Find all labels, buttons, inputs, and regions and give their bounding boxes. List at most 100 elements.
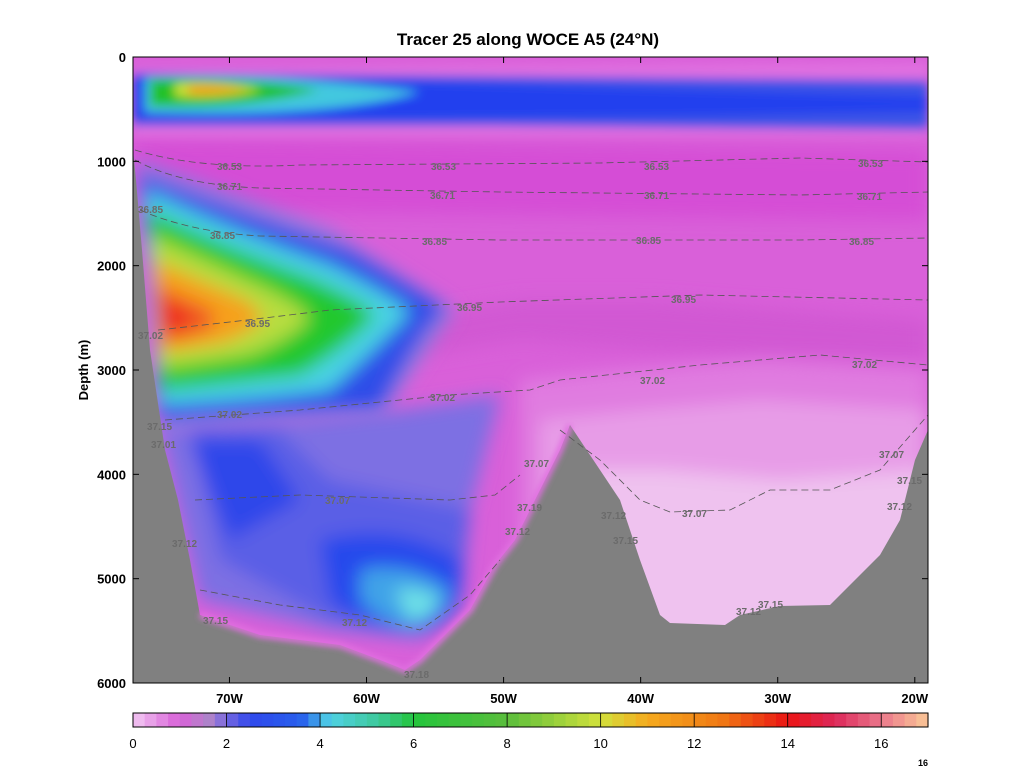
- colorbar-cell: [320, 713, 333, 727]
- contour-label: 37.15: [147, 422, 172, 433]
- colorbar-cell: [659, 713, 672, 727]
- colorbar-cell: [635, 713, 649, 727]
- x-tick-label: 40W: [627, 691, 654, 706]
- colorbar-cell: [413, 713, 426, 727]
- colorbar-cell: [904, 713, 917, 727]
- colorbar-cell: [156, 713, 169, 727]
- colorbar-cell: [694, 713, 707, 727]
- colorbar-cell: [776, 713, 789, 727]
- colorbar-cell: [799, 713, 812, 727]
- colorbar-cell: [401, 713, 415, 727]
- colorbar-cell: [460, 713, 473, 727]
- colorbar-cell: [846, 713, 859, 727]
- colorbar-cell: [168, 713, 181, 727]
- colorbar-tick-label: 10: [593, 736, 607, 751]
- contour-label: 36.71: [857, 192, 882, 203]
- contour-37.12: [199, 559, 501, 631]
- abyssal-tracer-patch: [160, 395, 500, 640]
- y-axis-label: Depth (m): [76, 340, 91, 401]
- y-tick-label: 4000: [97, 467, 126, 482]
- colorbar-cell: [787, 713, 800, 727]
- colorbar-cell: [869, 713, 882, 727]
- contour-label: 37.02: [852, 360, 877, 371]
- colorbar-cell: [881, 713, 894, 727]
- contour-37.02: [164, 354, 928, 421]
- contour-label: 36.95: [245, 319, 270, 330]
- x-tick-label: 70W: [216, 691, 243, 706]
- colorbar-cell: [542, 713, 555, 727]
- contour-label: 37.02: [640, 376, 665, 387]
- colorbar-cell: [308, 713, 321, 727]
- colorbar-cell: [331, 713, 345, 727]
- contour-36.85: [139, 209, 928, 241]
- contour-label: 36.85: [636, 236, 661, 247]
- x-tick-label: 50W: [490, 691, 517, 706]
- contour-label: 36.71: [644, 191, 669, 202]
- colorbar-cell: [518, 713, 532, 727]
- y-tick-label: 5000: [97, 572, 126, 587]
- contour-36.95: [157, 294, 928, 331]
- colorbar-tick-label: 6: [410, 736, 417, 751]
- x-tick-label: 30W: [764, 691, 791, 706]
- colorbar-cell: [740, 713, 754, 727]
- contour-label: 36.53: [431, 162, 456, 173]
- contour-label: 37.07: [682, 509, 707, 520]
- contour-label: 36.95: [671, 295, 696, 306]
- y-tick-label: 6000: [97, 676, 126, 691]
- colorbar-cell: [273, 713, 286, 727]
- colorbar-cell: [261, 713, 274, 727]
- y-tick-label: 1000: [97, 154, 126, 169]
- contour-label: 37.19: [517, 503, 542, 514]
- colorbar-tick-label: 2: [223, 736, 230, 751]
- colorbar-cell: [483, 713, 497, 727]
- colorbar-cell: [892, 713, 906, 727]
- contour-label: 37.02: [217, 410, 242, 421]
- colorbar-cell: [717, 713, 730, 727]
- colorbar-cell: [729, 713, 742, 727]
- colorbar-tick-label: 14: [780, 736, 794, 751]
- colorbar: 0 2 4 6 8 10 12 14 16 16: [129, 712, 929, 768]
- contour-36.53: [134, 149, 928, 167]
- colorbar-cell: [203, 713, 216, 727]
- colorbar-cell: [343, 713, 356, 727]
- contour-label: 37.07: [524, 459, 549, 470]
- colorbar-cell: [553, 713, 567, 727]
- colorbar-cell: [577, 713, 590, 727]
- y-axis: 0 1000 2000 3000 4000 5000 6000: [97, 50, 928, 691]
- colorbar-cell: [811, 713, 824, 727]
- contour-label: 36.85: [422, 237, 447, 248]
- contour-label: 37.01: [151, 440, 176, 451]
- colorbar-cell: [588, 713, 602, 727]
- x-tick-label: 60W: [353, 691, 380, 706]
- colorbar-cell: [425, 713, 438, 727]
- contour-label: 37.15: [613, 536, 638, 547]
- contour-label: 36.95: [457, 303, 482, 314]
- contour-label: 37.18: [404, 670, 429, 681]
- colorbar-cell: [600, 713, 613, 727]
- colorbar-cell: [296, 713, 309, 727]
- colorbar-cell: [495, 713, 508, 727]
- contour-label: 37.12: [736, 607, 761, 618]
- colorbar-ticks: 0 2 4 6 8 10 12 14 16: [129, 713, 888, 751]
- colorbar-tick-label: 12: [687, 736, 701, 751]
- colorbar-cell: [191, 713, 204, 727]
- contour-labels: 36.53 36.53 36.53 36.53 36.71 36.71 36.7…: [138, 159, 922, 681]
- colorbar-cell: [390, 713, 403, 727]
- colorbar-cell: [682, 713, 695, 727]
- colorbar-cell: [752, 713, 765, 727]
- colorbar-cell: [179, 713, 193, 727]
- x-axis: 70W 60W 50W 40W 30W 20W: [216, 57, 929, 706]
- colorbar-cell: [448, 713, 461, 727]
- colorbar-cell: [624, 713, 637, 727]
- colorbar-cell: [612, 713, 625, 727]
- contour-label: 36.71: [217, 182, 242, 193]
- contour-36.71: [134, 159, 928, 196]
- contour-label: 37.07: [879, 450, 904, 461]
- contour-label: 37.07: [325, 496, 350, 507]
- contour-label: 37.12: [342, 618, 367, 629]
- tracer-field: 36.53 36.53 36.53 36.53 36.71 36.71 36.7…: [133, 57, 928, 683]
- colorbar-cell: [764, 713, 777, 727]
- y-tick-label: 3000: [97, 363, 126, 378]
- colorbar-cell: [530, 713, 543, 727]
